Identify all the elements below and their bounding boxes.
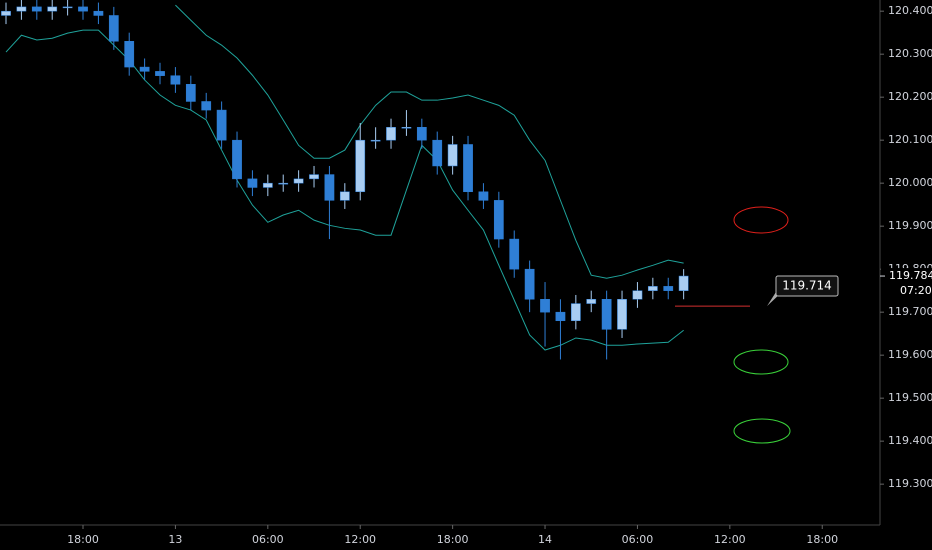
candle-body [663,286,674,291]
candle-body [170,75,181,85]
x-tick-label: 18:00 [437,533,469,546]
countdown-label: 07:20 [900,284,932,297]
drawing-ellipse [733,349,789,375]
x-tick-label: 06:00 [622,533,654,546]
candle-body [555,311,566,322]
x-tick-label: 18:00 [67,533,99,546]
drawing-ellipse [733,206,789,234]
candle-body [447,144,458,167]
candle-body [216,109,227,141]
candle-body [1,10,11,16]
bollinger-band [5,29,684,351]
candle-body [62,6,73,9]
candle-body [16,6,27,12]
candle-body [247,178,258,188]
candle-body [370,139,381,142]
x-tick-label: 14 [538,533,552,546]
drawing-ellipse [733,418,791,444]
candle-body [78,6,88,12]
candle-body [355,139,366,193]
candle-body [324,174,335,201]
y-tick-label: 120.000 [888,176,932,189]
bollinger-band [175,4,684,279]
axes: 120.400 120.300 120.200 120.100 120.000 119.9… [67,4,932,546]
candle-body [570,303,581,322]
plot-area [1,0,689,360]
candle-body [339,191,350,201]
y-tick-label: 120.300 [888,47,932,60]
callout-label: 119.714 [782,279,832,293]
x-tick-label: 06:00 [252,533,284,546]
candle-body [463,144,473,193]
candle-body [185,84,196,102]
candle-body [309,174,319,180]
y-tick-label: 119.700 [888,305,932,318]
y-tick-label: 120.400 [888,4,932,17]
y-tick-label: 119.400 [888,434,932,447]
candle-body [155,71,165,76]
candle-body [232,139,242,180]
y-tick-label: 119.900 [888,219,932,232]
candle-body [586,299,597,304]
candle-body [278,182,289,185]
candle-body [124,41,135,68]
candle-body [139,66,150,72]
candle-body [47,6,58,12]
candle-body [93,10,104,16]
candle-body [524,268,535,300]
candle-body [416,127,427,141]
candle-body [262,182,273,188]
y-tick-label: 119.300 [888,477,932,490]
candle-body [509,238,520,270]
x-tick-label: 18:00 [806,533,838,546]
x-tick-label: 13 [168,533,182,546]
candle-body [401,127,412,129]
callout-pointer [767,292,782,307]
y-tick-label: 120.200 [888,90,932,103]
candle-body [293,178,304,184]
y-tick-label: 119.500 [888,391,932,404]
candle-body [601,299,612,330]
candle-body [632,290,643,300]
candle-body [617,299,627,330]
callout-box [775,275,839,297]
last-price-box [881,268,932,301]
candle-body [540,299,550,313]
x-tick-label: 12:00 [714,533,746,546]
last-price-label: 119.784 [889,269,932,282]
candle-body [432,139,443,167]
candle-body [493,200,504,240]
candle-body [201,101,212,111]
candle-body [31,6,42,12]
candle-body [478,191,489,201]
x-tick-label: 12:00 [344,533,376,546]
candle-body [678,275,689,291]
y-tick-label: 120.100 [888,133,932,146]
y-tick-label: 119.600 [888,348,932,361]
candle-body [386,127,396,141]
candle-body [647,286,658,291]
candle-body [108,15,119,42]
